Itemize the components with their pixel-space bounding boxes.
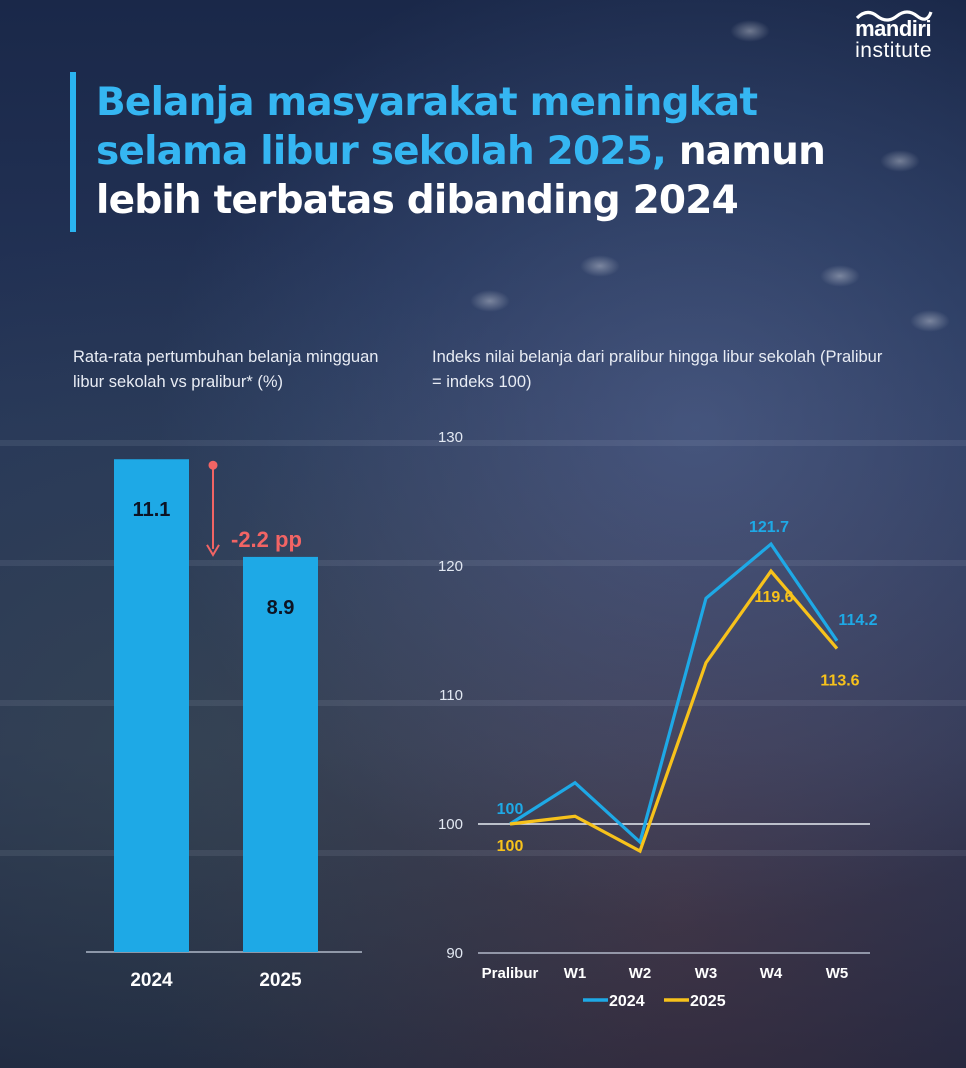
legend-label-2025: 2025 xyxy=(690,993,726,1010)
point-label-2025: 100 xyxy=(497,838,524,855)
logo-wave-icon xyxy=(855,10,933,22)
x-tick-label: Pralibur xyxy=(482,965,539,982)
title-accent-bar xyxy=(70,72,76,232)
y-tick-label: 120 xyxy=(438,558,463,575)
background-light xyxy=(910,310,950,332)
background-shelf xyxy=(0,700,966,706)
y-tick-label: 110 xyxy=(439,687,463,704)
y-tick-label: 100 xyxy=(438,816,463,833)
background-shelf xyxy=(0,440,966,446)
legend-label-2024: 2024 xyxy=(609,993,645,1010)
x-tick-label: W4 xyxy=(760,965,783,982)
bar-category-label: 2024 xyxy=(130,970,173,991)
series-line-2025 xyxy=(509,568,839,854)
title-rest: namun lebih terbatas dibanding 2024 xyxy=(96,129,826,223)
background-shelf xyxy=(0,560,966,566)
bar-chart-subtitle: Rata-rata pertumbuhan belanja mingguan l… xyxy=(73,348,379,391)
bar-value-label: 11.1 xyxy=(133,499,171,521)
bar-value-label: 8.9 xyxy=(267,597,295,619)
delta-annotation: -2.2 pp xyxy=(231,527,302,552)
point-label-2024: 121.7 xyxy=(749,519,789,536)
series-line-2024 xyxy=(509,541,839,846)
point-label-2025: 113.6 xyxy=(820,673,859,690)
point-label-2025: 119.6 xyxy=(754,589,793,606)
logo-word-institute: institute xyxy=(855,39,932,62)
background-light xyxy=(580,255,620,277)
background-light xyxy=(820,265,860,287)
background-light xyxy=(880,150,920,172)
y-tick-label: 130 xyxy=(438,429,463,446)
title-highlight: Belanja masyarakat meningkat selama libu… xyxy=(96,80,758,174)
background-shelf xyxy=(0,850,966,856)
background-light xyxy=(730,20,770,42)
logo-word-mandiri: mandiri xyxy=(855,16,932,41)
x-tick-label: W3 xyxy=(695,965,718,982)
logo: mandiri institute xyxy=(855,10,933,62)
y-tick-label: 90 xyxy=(446,945,463,962)
page-title: Belanja masyarakat meningkat selama libu… xyxy=(96,78,916,225)
x-tick-label: W2 xyxy=(629,965,652,982)
point-label-2024: 100 xyxy=(497,801,524,818)
line-chart-subtitle: Indeks nilai belanja dari pralibur hingg… xyxy=(432,348,883,391)
bar-category-label: 2025 xyxy=(259,970,302,991)
delta-arrow-icon xyxy=(206,544,220,557)
background-light xyxy=(470,290,510,312)
bar-2024 xyxy=(114,459,189,952)
x-tick-label: W5 xyxy=(826,965,849,982)
x-tick-label: W1 xyxy=(564,965,587,982)
bar-2025 xyxy=(243,556,318,952)
point-label-2024: 114.2 xyxy=(838,612,877,629)
